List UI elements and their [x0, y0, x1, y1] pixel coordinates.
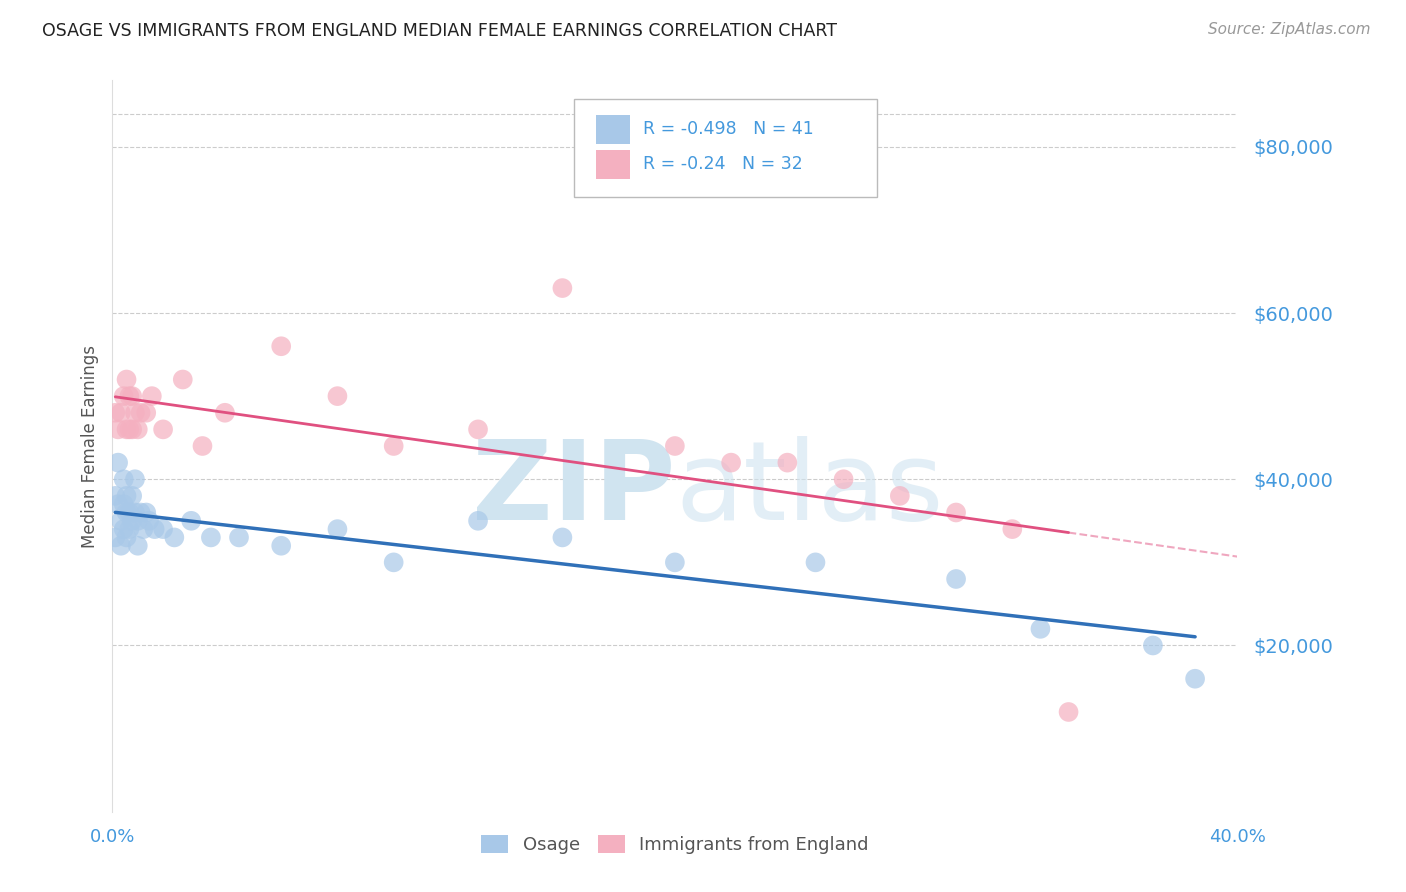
- Point: [124, 472, 146, 486]
- Point: [1184, 672, 1206, 686]
- Point: [163, 530, 186, 544]
- Point: [467, 422, 489, 436]
- Point: [115, 506, 138, 520]
- Point: [121, 422, 143, 436]
- Point: [135, 506, 157, 520]
- Point: [104, 406, 127, 420]
- Point: [112, 472, 135, 486]
- Point: [115, 422, 138, 436]
- Point: [104, 530, 127, 544]
- Point: [112, 522, 135, 536]
- Point: [112, 389, 135, 403]
- Point: [152, 422, 174, 436]
- FancyBboxPatch shape: [574, 99, 877, 197]
- Text: atlas: atlas: [675, 436, 943, 543]
- Point: [118, 522, 141, 536]
- Point: [664, 439, 686, 453]
- Point: [118, 422, 141, 436]
- Point: [129, 506, 152, 520]
- Point: [107, 456, 129, 470]
- Point: [889, 489, 911, 503]
- Point: [945, 506, 967, 520]
- Point: [1029, 622, 1052, 636]
- Point: [551, 530, 574, 544]
- Point: [124, 506, 146, 520]
- Point: [191, 439, 214, 453]
- Point: [104, 489, 127, 503]
- Point: [118, 506, 141, 520]
- Point: [132, 522, 155, 536]
- Point: [832, 472, 855, 486]
- Legend: Osage, Immigrants from England: Osage, Immigrants from England: [474, 828, 876, 861]
- Point: [1001, 522, 1024, 536]
- Text: Source: ZipAtlas.com: Source: ZipAtlas.com: [1208, 22, 1371, 37]
- Point: [112, 497, 135, 511]
- Point: [127, 422, 149, 436]
- Text: R = -0.24   N = 32: R = -0.24 N = 32: [644, 155, 803, 173]
- Point: [720, 456, 742, 470]
- Point: [214, 406, 236, 420]
- Point: [121, 514, 143, 528]
- Y-axis label: Median Female Earnings: Median Female Earnings: [80, 344, 98, 548]
- Point: [1142, 639, 1164, 653]
- Point: [143, 522, 166, 536]
- Point: [270, 339, 292, 353]
- Point: [129, 406, 152, 420]
- Bar: [596, 115, 630, 144]
- Point: [172, 372, 194, 386]
- Point: [776, 456, 799, 470]
- Point: [180, 514, 202, 528]
- Bar: [596, 150, 630, 179]
- Point: [135, 406, 157, 420]
- Point: [121, 489, 143, 503]
- Point: [115, 372, 138, 386]
- Point: [110, 539, 132, 553]
- Point: [945, 572, 967, 586]
- Point: [228, 530, 250, 544]
- Point: [127, 514, 149, 528]
- Point: [118, 389, 141, 403]
- Point: [121, 389, 143, 403]
- Point: [382, 555, 405, 569]
- Point: [141, 389, 163, 403]
- Point: [115, 489, 138, 503]
- Point: [124, 406, 146, 420]
- Point: [110, 406, 132, 420]
- Text: OSAGE VS IMMIGRANTS FROM ENGLAND MEDIAN FEMALE EARNINGS CORRELATION CHART: OSAGE VS IMMIGRANTS FROM ENGLAND MEDIAN …: [42, 22, 837, 40]
- Point: [1057, 705, 1080, 719]
- Point: [110, 514, 132, 528]
- Point: [382, 439, 405, 453]
- Point: [107, 497, 129, 511]
- Point: [107, 422, 129, 436]
- Text: ZIP: ZIP: [471, 436, 675, 543]
- Point: [270, 539, 292, 553]
- Text: R = -0.498   N = 41: R = -0.498 N = 41: [644, 120, 814, 138]
- Point: [200, 530, 222, 544]
- Point: [664, 555, 686, 569]
- Point: [152, 522, 174, 536]
- Point: [127, 539, 149, 553]
- Point: [551, 281, 574, 295]
- Point: [115, 530, 138, 544]
- Point: [326, 522, 349, 536]
- Point: [326, 389, 349, 403]
- Point: [804, 555, 827, 569]
- Point: [138, 514, 160, 528]
- Point: [467, 514, 489, 528]
